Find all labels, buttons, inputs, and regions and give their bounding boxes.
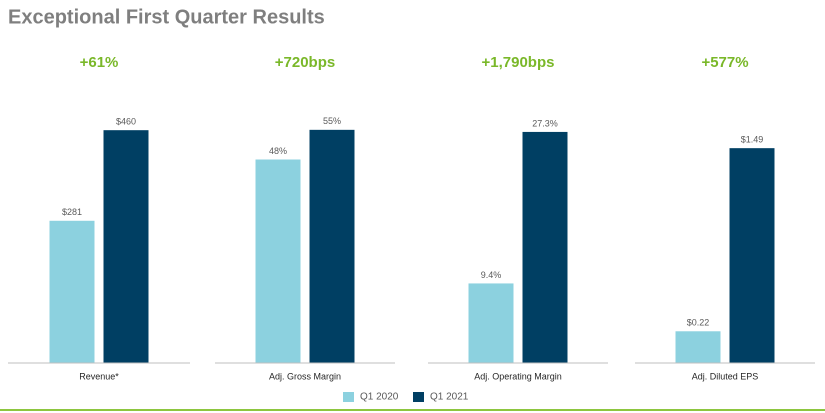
change-label: +1,790bps (482, 54, 555, 71)
bar (729, 148, 775, 363)
bar (103, 130, 149, 363)
x-label: Adj. Gross Margin (269, 371, 341, 381)
bar (468, 283, 514, 363)
legend-label: Q1 2021 (430, 392, 469, 403)
value-label: 9.4% (481, 270, 502, 280)
change-label: +61% (80, 54, 119, 71)
bar (309, 129, 355, 363)
legend-swatch (343, 392, 354, 402)
value-label: 27.3% (532, 118, 558, 128)
value-label: $1.49 (741, 135, 764, 145)
legend-label: Q1 2020 (360, 392, 399, 403)
value-label: 55% (323, 116, 341, 126)
x-label: Adj. Diluted EPS (692, 371, 759, 381)
legend-swatch (413, 392, 424, 402)
value-label: $281 (62, 207, 82, 217)
slide-title: Exceptional First Quarter Results (8, 6, 325, 28)
x-label: Revenue* (79, 371, 119, 381)
value-label: $460 (116, 117, 136, 127)
bar (49, 220, 95, 363)
change-label: +720bps (275, 54, 335, 71)
x-label: Adj. Operating Margin (474, 371, 562, 381)
bar (522, 131, 568, 363)
value-label: $0.22 (687, 318, 710, 328)
bar (675, 331, 721, 363)
bar (255, 159, 301, 363)
change-label: +577% (701, 54, 748, 71)
value-label: 48% (269, 146, 287, 156)
